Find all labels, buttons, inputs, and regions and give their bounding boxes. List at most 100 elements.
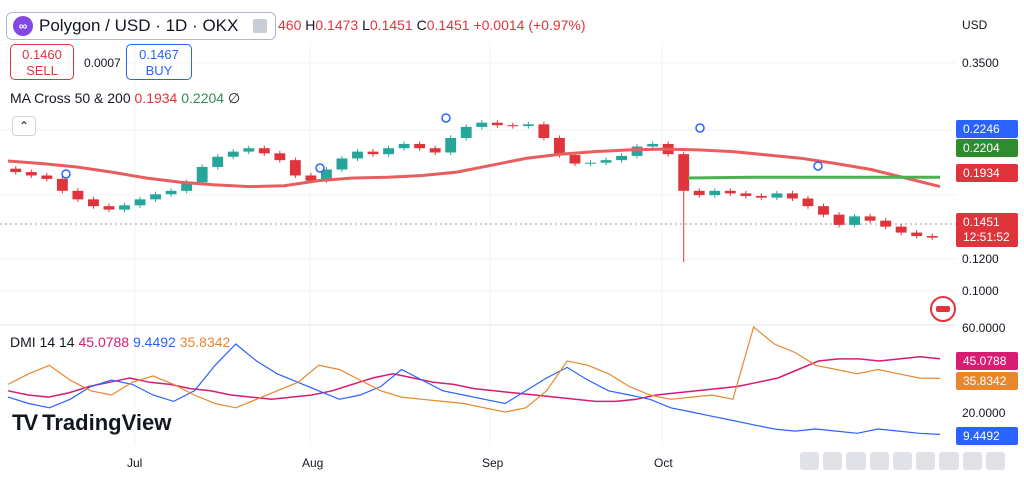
adx-value: 45.0788 [78, 334, 130, 350]
candle-body [274, 153, 286, 161]
dmi-name: DMI 14 14 [10, 334, 75, 350]
candle-body [460, 126, 472, 138]
price-tag-ma50: 0.1934 [956, 164, 1018, 182]
tradingview-logo: TV TradingView [12, 410, 171, 436]
symbol-title: Polygon / USD · 1D · OKX [39, 16, 239, 35]
plus-di-line [7, 343, 941, 435]
plus-di-value: 9.4492 [132, 334, 176, 350]
candle-body [926, 235, 938, 238]
ma200-line [687, 175, 940, 180]
open-value: 460 [278, 17, 302, 33]
candle-body [352, 151, 363, 159]
candle-body [771, 193, 783, 198]
candle-body [740, 193, 752, 196]
buy-button[interactable]: 0.1467 BUY [126, 44, 192, 80]
candle-body [678, 154, 690, 191]
price-tick: 0.1000 [962, 284, 999, 298]
candle-body [647, 143, 659, 147]
candle-body [538, 124, 550, 138]
candle-body [585, 162, 596, 164]
cross-marker [813, 161, 823, 171]
ma-cross-legend[interactable]: MA Cross 50 & 200 0.1934 0.2204 ∅ [10, 90, 240, 107]
price-tick: 0.3500 [962, 56, 999, 70]
candle-body [181, 182, 193, 191]
candle-body [10, 168, 22, 173]
candle-body [320, 169, 332, 181]
indicator-tick: 20.0000 [962, 406, 1006, 420]
current-price: 0.1451 [963, 215, 1000, 229]
candle-body [849, 216, 861, 225]
candle-body [755, 195, 767, 198]
polygon-coin-icon: ∞ [13, 16, 33, 36]
cross-marker [441, 113, 451, 123]
ohlc-readout: 460 H0.1473 L0.1451 C0.1451 +0.0014 (+0.… [278, 17, 586, 33]
candle-body [289, 160, 301, 176]
ma50-line [7, 147, 941, 189]
candle-body [445, 137, 457, 153]
candle-body [476, 122, 488, 127]
candle-body [305, 175, 317, 181]
candle-body [119, 205, 130, 210]
candle-body [569, 155, 581, 164]
bar-countdown: 12:51:52 [963, 230, 1010, 244]
currency-selector[interactable]: USD [962, 18, 988, 32]
candle-body [833, 214, 845, 225]
candle-body [227, 151, 239, 157]
candle-body [414, 143, 426, 149]
candle-body [41, 175, 53, 179]
candle-body [553, 137, 565, 156]
redacted-watermark [800, 452, 1005, 470]
ma-legend-suffix: ∅ [227, 90, 241, 106]
candle-body [87, 199, 99, 207]
close-value: 0.1451 [426, 17, 470, 33]
candle-body [258, 148, 270, 154]
market-status-icon [253, 19, 267, 33]
buy-price: 0.1467 [139, 47, 179, 62]
collapse-legend-button[interactable]: ⌃ [12, 116, 36, 136]
x-tick: Sep [482, 456, 504, 470]
sell-button[interactable]: 0.1460 SELL [10, 44, 74, 80]
candle-body [507, 125, 519, 127]
economic-events-icon[interactable] [930, 296, 956, 322]
x-tick: Jul [127, 456, 143, 470]
candle-body [212, 156, 224, 167]
price-tag-ma200: 0.2204 [956, 139, 1018, 157]
candle-body [336, 158, 348, 170]
change-value: +0.0014 (+0.97%) [473, 17, 586, 33]
candle-body [165, 190, 177, 195]
ma-cross-name: MA Cross 50 & 200 [10, 90, 131, 106]
candle-body [864, 216, 876, 221]
candle-body [786, 193, 798, 199]
candle-body [25, 172, 37, 176]
x-tick: Aug [302, 456, 324, 470]
symbol-selector[interactable]: ∞ Polygon / USD · 1D · OKX [6, 12, 276, 40]
candle-body [724, 190, 736, 194]
minus-di-tag: 35.8342 [956, 372, 1018, 390]
low-value: 0.1451 [369, 17, 413, 33]
buy-label: BUY [145, 63, 173, 78]
spread-value: 0.0007 [84, 56, 121, 70]
candle-body [522, 124, 534, 127]
candle-body [103, 206, 115, 210]
ma200-value: 0.2204 [181, 90, 225, 106]
candle-body [880, 220, 892, 227]
current-price-tag: 0.1451 12:51:52 [956, 213, 1018, 247]
candle-body [911, 232, 923, 236]
candle-body [72, 190, 84, 200]
cross-markers [61, 113, 823, 179]
tv-mark-icon: TV [12, 410, 38, 435]
candle-body [398, 143, 410, 149]
candle-body [367, 151, 379, 155]
candle-body [56, 178, 68, 191]
dmi-legend[interactable]: DMI 14 14 45.0788 9.4492 35.8342 [10, 334, 230, 350]
cross-marker [61, 169, 71, 179]
candle-body [491, 122, 503, 126]
candlestick-series [10, 120, 938, 263]
candle-body [818, 206, 829, 215]
close-label: C [416, 17, 427, 33]
candle-body [383, 148, 395, 155]
x-tick: Oct [654, 456, 673, 470]
cross-marker [315, 163, 325, 173]
high-value: 0.1473 [315, 17, 359, 33]
